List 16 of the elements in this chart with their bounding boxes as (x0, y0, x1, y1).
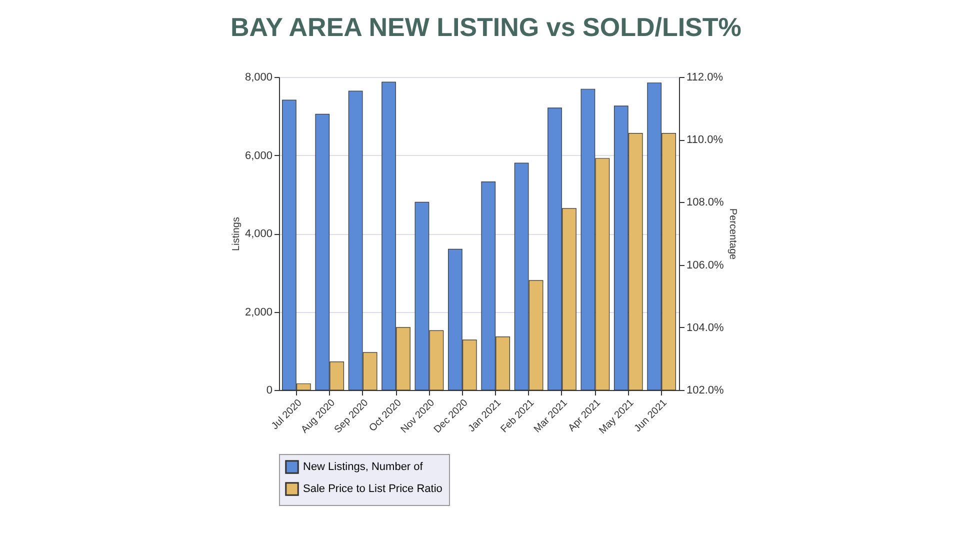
chart-title: BAY AREA NEW LISTING vs SOLD/LIST% (230, 12, 742, 42)
y-tick-label: 2,000 (244, 306, 272, 318)
y2-tick-label: 102.0% (686, 384, 724, 396)
y2-tick-label: 112.0% (686, 72, 724, 84)
legend-label: Sale Price to List Price Ratio (303, 483, 442, 495)
y2-tick-label: 104.0% (686, 322, 724, 334)
y-tick-label: 8,000 (244, 72, 272, 84)
y-axis-title: Listings (230, 217, 242, 251)
y-tick-label: 0 (266, 384, 272, 396)
y-tick-label: 6,000 (244, 150, 272, 162)
y2-tick-label: 110.0% (686, 134, 724, 146)
y-tick-label: 4,000 (244, 228, 272, 240)
legend-label: New Listings, Number of (303, 461, 424, 473)
y2-axis-title: Percentage (726, 208, 738, 260)
y2-tick-label: 106.0% (686, 259, 724, 272)
y2-tick-label: 108.0% (686, 196, 724, 209)
